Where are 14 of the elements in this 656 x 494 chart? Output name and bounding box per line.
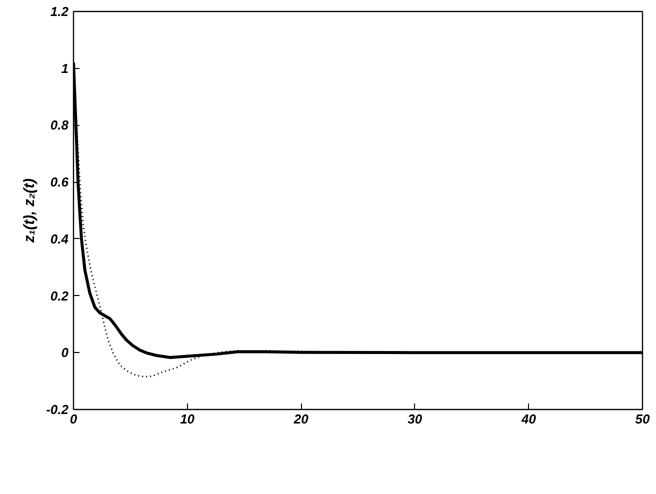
y-tick-label: 0.2 bbox=[50, 288, 70, 304]
y-tick-label: 0 bbox=[61, 345, 70, 360]
y-tick-label: 1 bbox=[61, 60, 69, 76]
y-tick-label: 1.2 bbox=[50, 4, 70, 19]
y-tick-label: 0.6 bbox=[50, 174, 70, 190]
x-tick-label: 50 bbox=[635, 412, 650, 426]
x-tick-label: 20 bbox=[292, 412, 310, 426]
x-tick-label: 30 bbox=[408, 412, 423, 426]
y-axis-title: z₁(t), z₂(t) bbox=[21, 178, 38, 244]
x-tick-label: 40 bbox=[520, 412, 537, 426]
y-tick-label: -0.2 bbox=[46, 402, 70, 417]
x-tick-label: 10 bbox=[180, 412, 196, 426]
y-tick-label: 0.8 bbox=[50, 118, 70, 133]
y-tick-label: 0.4 bbox=[50, 231, 70, 246]
